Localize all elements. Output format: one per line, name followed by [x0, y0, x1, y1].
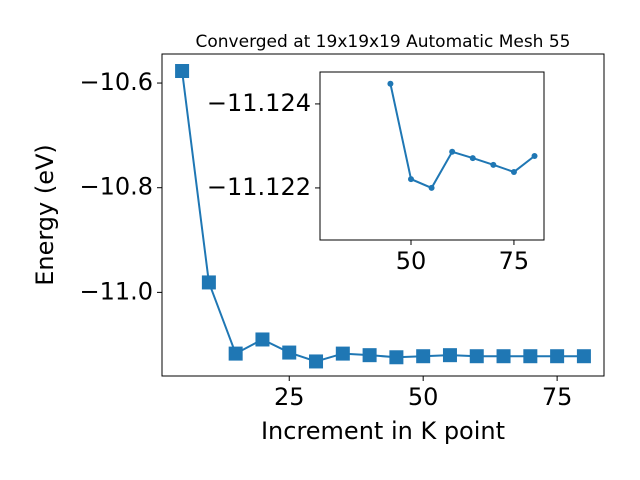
- marker: [387, 80, 394, 87]
- marker: [550, 349, 565, 364]
- x-tick-label: 25: [274, 383, 305, 411]
- plot-area: [319, 71, 545, 241]
- marker: [490, 161, 497, 168]
- marker: [228, 346, 243, 361]
- marker: [255, 332, 270, 347]
- marker: [469, 155, 476, 162]
- marker: [416, 349, 431, 364]
- chart-title: Converged at 19x19x19 Automatic Mesh 55: [196, 32, 571, 52]
- marker: [523, 349, 538, 364]
- series-line: [389, 83, 536, 190]
- x-tick-label: 50: [396, 247, 427, 275]
- marker: [496, 349, 511, 364]
- marker: [510, 168, 517, 175]
- marker: [362, 348, 377, 363]
- marker: [282, 345, 297, 360]
- y-tick-label: −11.0: [79, 277, 153, 305]
- marker: [408, 176, 414, 183]
- marker: [449, 148, 456, 155]
- marker: [201, 275, 216, 290]
- y-tick-label: −11.124: [207, 89, 311, 117]
- y-tick-label: −10.6: [79, 68, 153, 96]
- x-axis-label: Increment in K point: [261, 417, 505, 445]
- x-tick-label: 50: [408, 383, 439, 411]
- marker: [175, 64, 190, 79]
- marker: [442, 348, 457, 363]
- marker: [531, 153, 538, 159]
- x-tick-label: 75: [499, 247, 530, 275]
- y-tick-label: −11.122: [207, 173, 311, 201]
- marker: [428, 184, 435, 191]
- x-tick-label: 75: [542, 383, 573, 411]
- marker: [469, 349, 484, 364]
- y-axis-label: Energy (eV): [31, 144, 59, 286]
- marker: [335, 346, 350, 361]
- marker: [389, 350, 404, 365]
- series-line: [181, 70, 584, 363]
- marker: [576, 349, 591, 364]
- marker: [309, 354, 324, 369]
- y-tick-label: −10.8: [79, 173, 153, 201]
